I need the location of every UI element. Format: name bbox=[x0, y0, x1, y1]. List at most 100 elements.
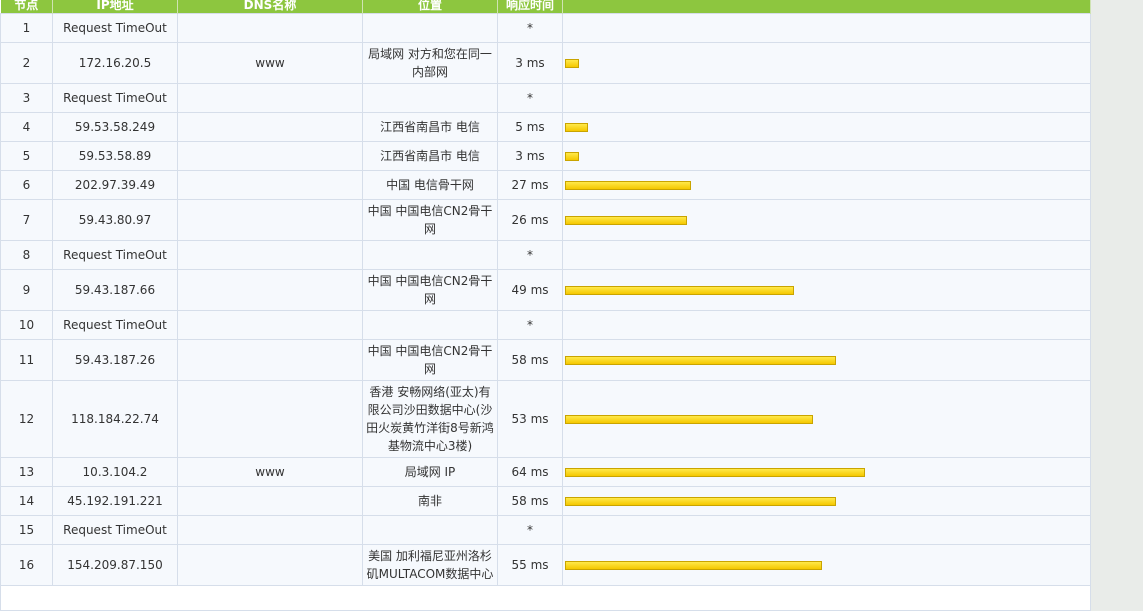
time-cell: 49 ms bbox=[497, 269, 563, 311]
bar-cell bbox=[562, 380, 1091, 458]
dns-cell bbox=[177, 240, 363, 270]
hop-cell: 4 bbox=[0, 112, 53, 142]
bar-cell bbox=[562, 170, 1091, 200]
dns-cell bbox=[177, 380, 363, 458]
location-cell: 美国 加利福尼亚州洛杉矶MULTACOM数据中心 bbox=[362, 544, 498, 586]
trace-row: 4 59.53.58.249 江西省南昌市 电信 5 ms bbox=[0, 112, 1091, 142]
time-bar bbox=[565, 122, 589, 132]
time-cell: 3 ms bbox=[497, 42, 563, 84]
dns-cell bbox=[177, 339, 363, 381]
page: 节点 IP地址 DNS名称 位置 响应时间 1 Request TimeOut * 2… bbox=[0, 0, 1091, 611]
time-bar bbox=[565, 151, 580, 161]
time-cell: 64 ms bbox=[497, 457, 563, 487]
time-cell: 53 ms bbox=[497, 380, 563, 458]
bar-cell bbox=[562, 83, 1091, 113]
dns-cell bbox=[177, 486, 363, 516]
time-bar bbox=[565, 414, 814, 424]
hop-cell: 13 bbox=[0, 457, 53, 487]
location-cell: 中国 电信骨干网 bbox=[362, 170, 498, 200]
location-cell: 中国 中国电信CN2骨干网 bbox=[362, 269, 498, 311]
time-cell: 55 ms bbox=[497, 544, 563, 586]
time-bar bbox=[565, 560, 823, 570]
time-cell: 26 ms bbox=[497, 199, 563, 241]
trace-row: 16 154.209.87.150 美国 加利福尼亚州洛杉矶MULTACOM数据中心… bbox=[0, 544, 1091, 586]
time-cell: 27 ms bbox=[497, 170, 563, 200]
hop-cell: 2 bbox=[0, 42, 53, 84]
footer-cell bbox=[0, 585, 1091, 611]
trace-row: 1 Request TimeOut * bbox=[0, 13, 1091, 43]
ip-cell: 10.3.104.2 bbox=[52, 457, 178, 487]
ip-cell: 202.97.39.49 bbox=[52, 170, 178, 200]
bar-cell bbox=[562, 112, 1091, 142]
dns-cell bbox=[177, 141, 363, 171]
trace-table: 节点 IP地址 DNS名称 位置 响应时间 1 Request TimeOut * 2… bbox=[0, 0, 1091, 611]
trace-row: 3 Request TimeOut * bbox=[0, 83, 1091, 113]
bar-cell bbox=[562, 544, 1091, 586]
ip-cell: 59.53.58.89 bbox=[52, 141, 178, 171]
time-cell: 58 ms bbox=[497, 486, 563, 516]
time-bar bbox=[565, 467, 865, 477]
dns-cell: www bbox=[177, 42, 363, 84]
bar-cell bbox=[562, 457, 1091, 487]
bar-cell bbox=[562, 141, 1091, 171]
ip-cell: Request TimeOut bbox=[52, 13, 178, 43]
hop-cell: 1 bbox=[0, 13, 53, 43]
time-bar bbox=[565, 355, 837, 365]
location-cell: 南非 bbox=[362, 486, 498, 516]
location-cell: 中国 中国电信CN2骨干网 bbox=[362, 339, 498, 381]
bar-cell bbox=[562, 13, 1091, 43]
ip-cell: 59.53.58.249 bbox=[52, 112, 178, 142]
ip-cell: Request TimeOut bbox=[52, 83, 178, 113]
dns-cell bbox=[177, 515, 363, 545]
trace-table-wrap: 节点 IP地址 DNS名称 位置 响应时间 1 Request TimeOut * 2… bbox=[0, 0, 1091, 611]
location-cell: 局域网 对方和您在同一内部网 bbox=[362, 42, 498, 84]
dns-cell bbox=[177, 112, 363, 142]
bar-cell bbox=[562, 269, 1091, 311]
time-cell: * bbox=[497, 515, 563, 545]
trace-row: 9 59.43.187.66 中国 中国电信CN2骨干网 49 ms bbox=[0, 269, 1091, 311]
hop-cell: 3 bbox=[0, 83, 53, 113]
location-cell: 中国 中国电信CN2骨干网 bbox=[362, 199, 498, 241]
hop-cell: 11 bbox=[0, 339, 53, 381]
trace-row: 10 Request TimeOut * bbox=[0, 310, 1091, 340]
time-cell: 5 ms bbox=[497, 112, 563, 142]
dns-cell bbox=[177, 13, 363, 43]
time-cell: * bbox=[497, 310, 563, 340]
bar-cell bbox=[562, 310, 1091, 340]
trace-row: 13 10.3.104.2 www 局域网 IP 64 ms bbox=[0, 457, 1091, 487]
ip-cell: 172.16.20.5 bbox=[52, 42, 178, 84]
hop-cell: 14 bbox=[0, 486, 53, 516]
time-cell: * bbox=[497, 83, 563, 113]
location-cell bbox=[362, 515, 498, 545]
ip-cell: 154.209.87.150 bbox=[52, 544, 178, 586]
header-cell: 响应时间 bbox=[497, 0, 563, 14]
bar-cell bbox=[562, 515, 1091, 545]
header-cell: DNS名称 bbox=[177, 0, 363, 14]
hop-cell: 16 bbox=[0, 544, 53, 586]
location-cell bbox=[362, 240, 498, 270]
bar-cell bbox=[562, 240, 1091, 270]
bar-cell bbox=[562, 486, 1091, 516]
trace-row: 2 172.16.20.5 www 局域网 对方和您在同一内部网 3 ms bbox=[0, 42, 1091, 84]
time-bar bbox=[565, 180, 692, 190]
location-cell: 香港 安畅网络(亚太)有限公司沙田数据中心(沙田火炭黄竹洋街8号新鸿基物流中心3… bbox=[362, 380, 498, 458]
time-bar bbox=[565, 215, 687, 225]
trace-row: 12 118.184.22.74 香港 安畅网络(亚太)有限公司沙田数据中心(沙田火… bbox=[0, 380, 1091, 458]
dns-cell bbox=[177, 544, 363, 586]
time-bar bbox=[565, 496, 837, 506]
location-cell bbox=[362, 310, 498, 340]
ip-cell: Request TimeOut bbox=[52, 240, 178, 270]
time-cell: * bbox=[497, 13, 563, 43]
header-cell: 节点 bbox=[0, 0, 53, 14]
hop-cell: 12 bbox=[0, 380, 53, 458]
hop-cell: 10 bbox=[0, 310, 53, 340]
location-cell: 江西省南昌市 电信 bbox=[362, 141, 498, 171]
dns-cell: www bbox=[177, 457, 363, 487]
header-row: 节点 IP地址 DNS名称 位置 响应时间 bbox=[0, 0, 1091, 14]
trace-row: 15 Request TimeOut * bbox=[0, 515, 1091, 545]
dns-cell bbox=[177, 310, 363, 340]
time-cell: 3 ms bbox=[497, 141, 563, 171]
header-cell bbox=[562, 0, 1091, 14]
location-cell bbox=[362, 83, 498, 113]
location-cell bbox=[362, 13, 498, 43]
